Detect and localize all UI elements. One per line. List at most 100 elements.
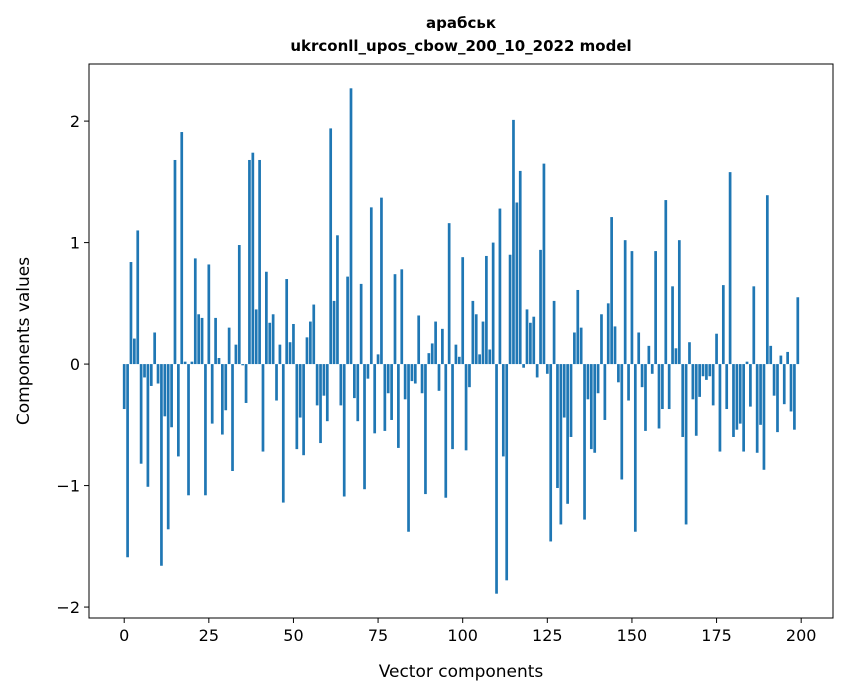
bar [725, 364, 729, 410]
bar [488, 349, 492, 365]
bar [515, 202, 519, 365]
x-tick-label: 200 [786, 626, 817, 645]
bar [654, 251, 657, 365]
bar [529, 322, 532, 365]
bar [346, 276, 349, 365]
bar [427, 353, 431, 365]
bar [742, 364, 745, 452]
bar [512, 119, 515, 365]
bar [522, 364, 525, 368]
bar [552, 300, 556, 365]
bar [657, 364, 661, 429]
y-tick-label: 1 [70, 234, 80, 253]
bar [200, 317, 204, 365]
bar [728, 172, 732, 365]
bar [224, 364, 228, 411]
bar [244, 364, 248, 403]
bar [782, 364, 786, 405]
bar [583, 364, 586, 520]
bar [295, 364, 299, 450]
bar [234, 344, 238, 365]
bar [434, 321, 437, 365]
bar [755, 364, 759, 453]
bar [383, 364, 387, 431]
bar [261, 364, 265, 452]
bar [312, 304, 316, 365]
bar [339, 364, 343, 406]
bar [769, 345, 773, 365]
bar [505, 364, 509, 581]
bar [721, 285, 725, 365]
bar [556, 364, 559, 489]
bar [525, 309, 529, 365]
bar [579, 327, 583, 365]
bar [302, 364, 305, 456]
bar [664, 200, 668, 365]
bar [298, 364, 302, 418]
bar [671, 286, 674, 365]
bar [413, 364, 417, 384]
bar [278, 344, 282, 365]
bar [474, 314, 478, 365]
bar [759, 364, 762, 425]
bar [221, 364, 224, 435]
x-tick-label: 100 [447, 626, 478, 645]
bar [738, 364, 742, 424]
bar [197, 314, 201, 365]
bar [214, 317, 217, 365]
bar [471, 300, 475, 365]
bar [285, 279, 289, 365]
bar [705, 364, 708, 380]
bar [481, 321, 485, 365]
x-axis-label: Vector components [379, 662, 544, 682]
bar [309, 321, 312, 365]
bar [258, 159, 261, 365]
bar [173, 159, 177, 365]
bar [403, 364, 407, 400]
bar [718, 364, 722, 452]
y-tick-label: 2 [70, 112, 80, 131]
bar [779, 355, 783, 365]
bar [518, 170, 522, 365]
bar [661, 364, 664, 410]
bar [366, 364, 370, 379]
bar [688, 342, 691, 365]
bar [681, 364, 685, 437]
bar [281, 364, 285, 503]
bar [369, 207, 373, 365]
bar [559, 364, 563, 525]
bar [241, 364, 245, 366]
bar [170, 364, 173, 428]
bar [451, 364, 454, 450]
bar [765, 195, 769, 365]
bar [156, 364, 160, 384]
bar [576, 289, 580, 365]
bar [447, 223, 451, 365]
bar [501, 364, 505, 457]
x-tick-label: 25 [199, 626, 219, 645]
bar [349, 88, 353, 365]
bar [342, 364, 346, 497]
bar [694, 364, 698, 436]
bar [380, 197, 383, 365]
bar [227, 327, 231, 365]
bar [478, 354, 481, 365]
bar [217, 358, 221, 365]
bar [126, 364, 129, 558]
bar [153, 332, 157, 365]
bar [139, 364, 143, 464]
bar [667, 364, 671, 410]
bar [251, 152, 255, 365]
bar [789, 364, 793, 412]
bar [772, 364, 776, 396]
x-tick-label: 50 [283, 626, 303, 645]
bar [407, 364, 410, 532]
bar [684, 364, 688, 525]
bar [410, 364, 414, 382]
bar [207, 264, 211, 365]
bar [204, 364, 207, 496]
bar [535, 364, 539, 378]
bar [122, 364, 126, 410]
y-axis-label: Components values [14, 257, 34, 425]
